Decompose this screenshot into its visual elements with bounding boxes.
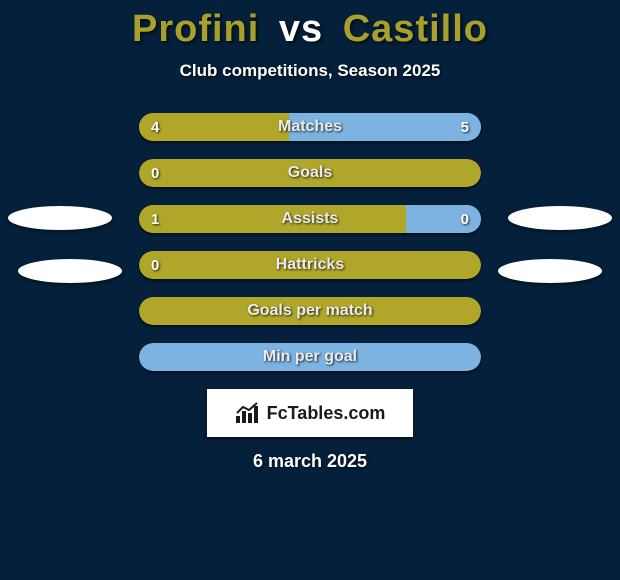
stat-bar: Hattricks0 [139, 251, 481, 279]
ellipse-left-2 [18, 259, 122, 283]
stats-bars: Matches45Goals0Assists10Hattricks0Goals … [139, 113, 481, 371]
bar-label: Goals per match [139, 297, 481, 325]
bar-value-right: 0 [461, 205, 469, 233]
stat-bar: Matches4 5 [139, 113, 481, 141]
stat-bar: Assists1 0 [139, 205, 481, 233]
ellipse-right-2 [498, 259, 602, 283]
subtitle: Club competitions, Season 2025 [0, 61, 620, 81]
ellipse-right-1 [508, 206, 612, 230]
player1-name: Profini [132, 8, 259, 50]
bar-label: Matches [139, 113, 481, 141]
ellipse-left-1 [8, 206, 112, 230]
logo-text: FcTables.com [267, 403, 386, 424]
bar-value-left: 0 [151, 251, 159, 279]
logo-box: FcTables.com [207, 389, 413, 437]
chart-icon [235, 402, 261, 424]
comparison-title: Profini vs Castillo [0, 0, 620, 51]
vs-label: vs [279, 8, 323, 50]
footer-date: 6 march 2025 [0, 451, 620, 472]
player2-name: Castillo [343, 8, 488, 50]
bar-label: Goals [139, 159, 481, 187]
stat-bar: Min per goal [139, 343, 481, 371]
bar-label: Assists [139, 205, 481, 233]
stat-bar: Goals0 [139, 159, 481, 187]
bar-label: Hattricks [139, 251, 481, 279]
bar-value-left: 0 [151, 159, 159, 187]
stat-bar: Goals per match [139, 297, 481, 325]
bar-label: Min per goal [139, 343, 481, 371]
bar-value-left: 4 [151, 113, 159, 141]
bar-value-left: 1 [151, 205, 159, 233]
bar-value-right: 5 [461, 113, 469, 141]
